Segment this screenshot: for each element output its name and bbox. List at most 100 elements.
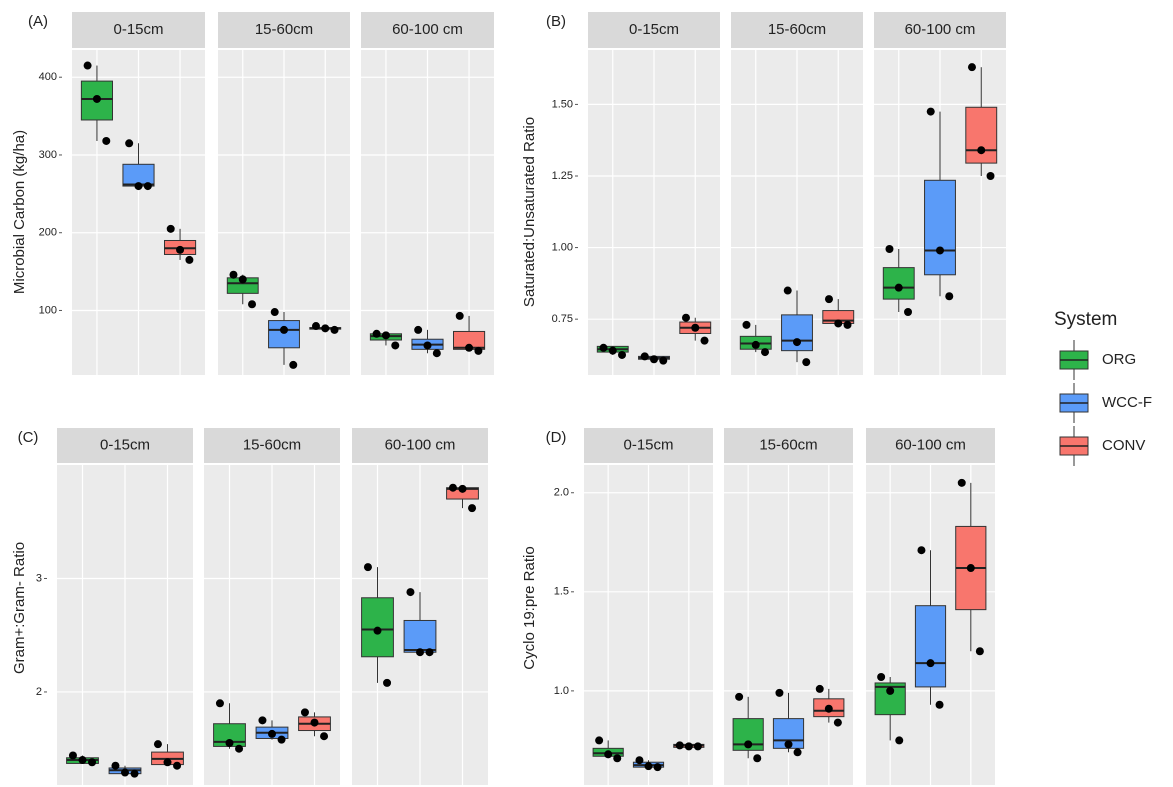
data-point bbox=[185, 255, 194, 264]
data-point bbox=[130, 769, 139, 778]
data-point bbox=[843, 320, 852, 329]
facet-strip bbox=[218, 12, 350, 48]
data-point bbox=[458, 484, 467, 493]
data-point bbox=[744, 740, 753, 749]
y-axis-label: Gram+:Gram- Ratio bbox=[11, 542, 28, 674]
y-tick-label: 1.50 bbox=[552, 98, 573, 110]
data-point bbox=[289, 360, 298, 369]
data-point bbox=[215, 699, 224, 708]
data-point bbox=[176, 245, 185, 254]
data-point bbox=[966, 564, 975, 573]
box bbox=[781, 314, 813, 352]
data-point bbox=[134, 182, 143, 191]
data-point bbox=[926, 107, 935, 116]
y-tick-label: 1.25 bbox=[552, 170, 573, 182]
data-point bbox=[635, 756, 644, 765]
data-point bbox=[935, 700, 944, 709]
data-point bbox=[383, 678, 392, 687]
data-point bbox=[986, 171, 995, 180]
panel-label: (B) bbox=[546, 13, 566, 30]
data-point bbox=[229, 270, 238, 279]
y-tick-label: 300 bbox=[39, 149, 57, 161]
data-point bbox=[894, 283, 903, 292]
box bbox=[914, 605, 947, 688]
data-point bbox=[751, 340, 760, 349]
data-point bbox=[595, 736, 604, 745]
data-point bbox=[917, 546, 926, 555]
data-point bbox=[121, 768, 129, 777]
box bbox=[924, 179, 956, 276]
data-point bbox=[465, 343, 474, 352]
data-point bbox=[235, 744, 244, 753]
data-point bbox=[83, 61, 92, 70]
data-point bbox=[833, 718, 842, 727]
facet-label: 0-15cm bbox=[113, 21, 163, 38]
data-point bbox=[784, 740, 793, 749]
data-point bbox=[659, 356, 668, 365]
data-point bbox=[416, 648, 424, 657]
data-point bbox=[675, 741, 684, 750]
facet-strip bbox=[352, 428, 488, 463]
data-point bbox=[474, 346, 483, 355]
panel-label: (D) bbox=[546, 429, 567, 446]
y-tick-label: 200 bbox=[39, 227, 57, 239]
data-point bbox=[310, 718, 319, 727]
data-point bbox=[608, 346, 617, 355]
data-point bbox=[877, 673, 886, 682]
box bbox=[403, 619, 437, 653]
facet-strip bbox=[874, 12, 1006, 48]
data-point bbox=[166, 224, 175, 233]
data-point bbox=[824, 295, 833, 304]
data-point bbox=[815, 684, 824, 693]
y-axis-label: Microbial Carbon (kg/ha) bbox=[11, 130, 28, 294]
facet-label: 15-60cm bbox=[759, 436, 817, 453]
data-point bbox=[414, 325, 423, 334]
data-point bbox=[225, 739, 234, 748]
data-point bbox=[280, 325, 288, 334]
legend-label: CONV bbox=[1102, 437, 1145, 454]
facet-strip bbox=[72, 12, 205, 48]
data-point bbox=[330, 325, 339, 334]
data-point bbox=[268, 729, 276, 738]
data-point bbox=[311, 322, 320, 331]
data-point bbox=[92, 94, 101, 103]
facet-label: 0-15cm bbox=[623, 436, 673, 453]
facet-strip bbox=[588, 12, 720, 48]
legend-title: System bbox=[1054, 309, 1117, 330]
facet-strip bbox=[584, 428, 713, 463]
data-point bbox=[895, 736, 904, 745]
data-point bbox=[975, 647, 984, 656]
data-point bbox=[604, 750, 613, 759]
data-point bbox=[102, 136, 111, 145]
data-point bbox=[957, 478, 966, 487]
legend-label: WCC-F bbox=[1102, 394, 1152, 411]
box bbox=[882, 267, 915, 300]
data-point bbox=[321, 324, 330, 333]
facet-label: 60-100 cm bbox=[385, 436, 456, 453]
facet-label: 15-60cm bbox=[243, 436, 301, 453]
y-tick-label: 400 bbox=[39, 71, 57, 83]
data-point bbox=[258, 716, 267, 725]
data-point bbox=[270, 308, 279, 317]
data-point bbox=[926, 659, 935, 668]
data-point bbox=[320, 732, 329, 741]
data-point bbox=[735, 692, 744, 701]
data-point bbox=[68, 751, 77, 760]
data-point bbox=[448, 483, 457, 492]
data-point bbox=[277, 735, 286, 744]
data-point bbox=[248, 300, 257, 309]
facet-label: 0-15cm bbox=[100, 436, 150, 453]
data-point bbox=[613, 754, 622, 763]
data-point bbox=[372, 329, 381, 338]
data-point bbox=[425, 648, 434, 657]
facet-label: 15-60cm bbox=[255, 21, 313, 38]
panel-label: (A) bbox=[28, 13, 48, 30]
data-point bbox=[432, 349, 441, 358]
data-point bbox=[885, 245, 894, 254]
data-point bbox=[406, 588, 415, 597]
data-point bbox=[681, 313, 690, 322]
data-point bbox=[300, 708, 309, 717]
box bbox=[965, 106, 998, 164]
facet-strip bbox=[57, 428, 193, 463]
